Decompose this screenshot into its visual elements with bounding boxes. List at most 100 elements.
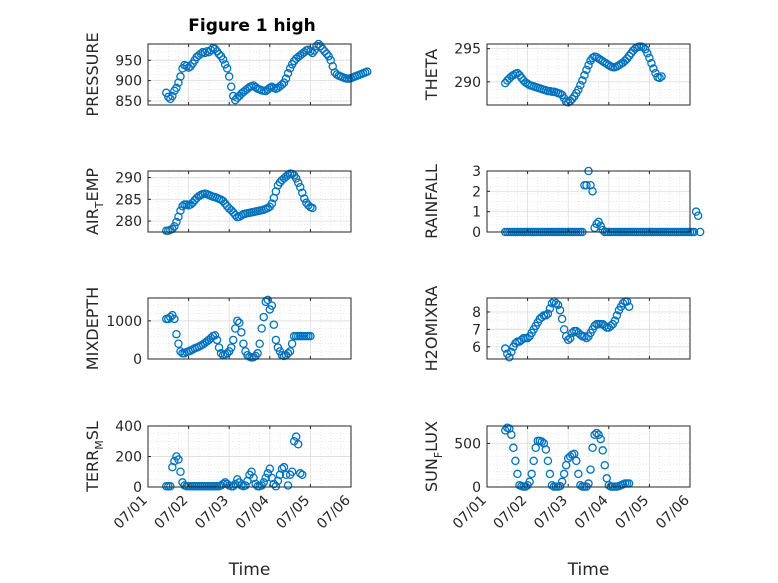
data-point [261,473,270,483]
data-point [214,49,224,59]
y-tick-label: 3 [472,164,481,180]
data-point [229,91,238,101]
x-tick-label: 07/02 [152,493,192,533]
subplot-pressure: 850 900 950 PRESSURE [83,32,372,117]
y-axis-label: H2OMIXRA [422,286,441,372]
data-point [295,182,305,192]
data-point [226,343,236,352]
y-tick-label: 0 [472,225,481,241]
y-tick-label: 1000 [106,314,142,330]
data-point [271,481,281,491]
data-point [218,196,228,206]
data-point [543,456,553,466]
y-axis-label: PRESSURE [83,32,102,116]
data-point [277,464,287,473]
data-point [220,60,230,69]
data-point [537,312,547,322]
data-point [172,217,181,227]
data-point [513,469,522,479]
data-point [224,72,234,81]
data-point [551,298,561,308]
data-point [553,300,563,310]
data-point [588,187,597,196]
x-tick-label: 07/05 [273,493,313,533]
x-tick-label: 07/03 [531,493,571,533]
data-point [212,335,222,345]
data-point [277,80,287,89]
x-tick-label: 07/04 [572,492,612,532]
subplot-h2omixra: 6 78 H2OMIXRA [422,286,691,372]
data-point [596,434,605,444]
data-point [283,69,293,78]
x-tick-label: 07/04 [233,492,273,532]
data-point [210,44,220,54]
data-point [257,324,266,333]
axes-box [486,297,691,360]
data-point [271,335,281,345]
data-point [547,298,557,308]
data-point [557,314,567,324]
data-point [527,469,536,479]
series-mixdepth [162,295,315,362]
data-point [509,70,518,80]
y-axis-label: MIXDEPTH [83,287,102,370]
data-point [555,481,565,491]
data-point [164,92,173,102]
x-tick-label: 07/01 [111,493,151,533]
x-tick-label: 07/01 [450,493,490,533]
data-point [543,309,553,318]
x-tick-label: 07/03 [192,493,232,533]
y-tick-label: 6 [472,340,481,356]
y-tick-label: 295 [454,42,481,58]
x-tick-label: 07/02 [491,493,531,533]
data-point [324,51,333,61]
data-point [559,469,569,479]
data-point [693,211,703,220]
data-point [594,430,603,439]
data-point [253,349,262,358]
data-point [598,446,607,455]
data-point [172,83,181,93]
data-point [285,347,295,356]
data-point [604,481,614,490]
data-point [580,332,589,341]
data-point [511,339,520,348]
data-point [291,174,301,183]
data-point [310,46,319,55]
y-tick-label: 2 [472,184,481,200]
axes-box [486,43,691,106]
data-point [574,469,583,479]
data-point [517,335,526,345]
data-point [285,64,295,73]
data-point [174,455,183,464]
data-point [545,469,555,479]
data-point [263,295,273,305]
data-point [259,312,268,322]
data-point [291,432,301,441]
data-point [572,456,581,466]
data-point [555,305,565,315]
y-tick-label: 8 [472,305,481,321]
data-point [298,188,307,198]
data-point [283,481,293,490]
y-tick-label: 850 [115,94,142,110]
data-point [584,60,593,70]
axes-box [147,170,352,233]
data-point [269,320,279,329]
y-tick-label: 290 [115,171,142,187]
data-point [231,479,240,489]
y-axis-label: RAINFALL [422,164,441,239]
data-point [168,91,177,101]
data-point [505,353,514,362]
data-point [501,426,510,435]
data-point [222,349,232,358]
x-axis-label: Time [567,560,610,580]
data-point [206,45,216,55]
data-point [645,53,654,63]
data-point [235,318,244,328]
axes-box [147,297,352,360]
data-point [610,316,620,325]
data-point [582,333,591,343]
